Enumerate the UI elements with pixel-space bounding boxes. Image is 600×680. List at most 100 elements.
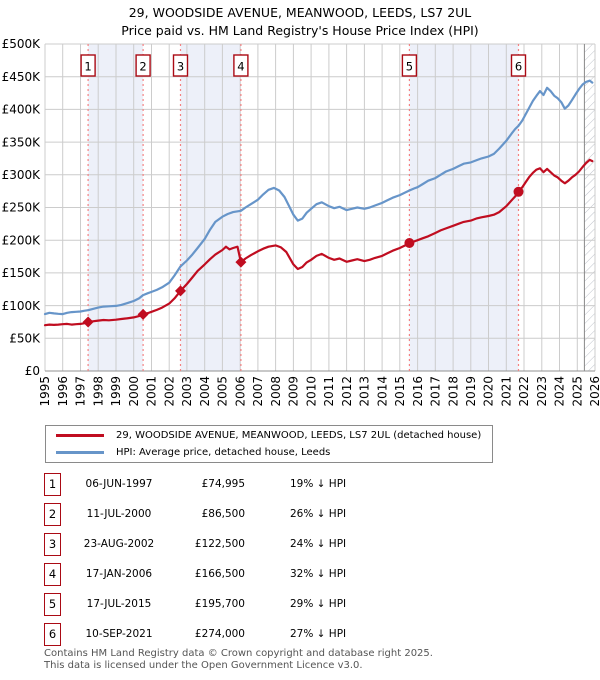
sale-number: 6 xyxy=(515,60,522,74)
footer-line2: This data is licensed under the Open Gov… xyxy=(44,659,363,671)
legend-item: HPI: Average price, detached house, Leed… xyxy=(46,446,492,460)
x-tick-label: 2019 xyxy=(464,376,478,407)
page-title: 29, WOODSIDE AVENUE, MEANWOOD, LEEDS, LS… xyxy=(128,5,472,20)
y-tick-label: £0 xyxy=(25,364,40,378)
legend-label: 29, WOODSIDE AVENUE, MEANWOOD, LEEDS, LS… xyxy=(116,430,482,441)
chart-legend: 29, WOODSIDE AVENUE, MEANWOOD, LEEDS, LS… xyxy=(45,425,493,463)
x-tick-label: 2025 xyxy=(571,376,585,407)
price-line xyxy=(43,158,594,327)
x-tick-label: 1996 xyxy=(56,376,70,407)
sale-marker xyxy=(235,256,247,268)
y-tick-label: £100K xyxy=(2,299,42,313)
sale-price: £274,000 xyxy=(194,628,245,640)
y-tick-label: £250K xyxy=(2,201,42,215)
table-row: 4 17-JAN-2006 £166,500 32% ↓ HPI xyxy=(0,559,600,589)
y-tick-label: £350K xyxy=(2,135,42,149)
x-tick-label: 2002 xyxy=(162,376,176,407)
y-tick-label: £50K xyxy=(9,332,41,346)
sale-price: £74,995 xyxy=(201,478,245,490)
row-number-badge: 2 xyxy=(44,502,61,526)
row-number-badge: 5 xyxy=(44,592,61,616)
sale-marker xyxy=(82,316,94,328)
x-tick-label: 2000 xyxy=(127,376,141,407)
x-tick-label: 2013 xyxy=(358,376,372,407)
x-tick-label: 2011 xyxy=(322,376,336,407)
sale-number-box xyxy=(510,54,527,77)
sale-marker xyxy=(404,238,415,248)
y-tick-label: £500K xyxy=(2,37,42,51)
price-chart: 1 2 3 4 5 6 £0 £50K £100K £150K £200K £250K £300K £35… xyxy=(2,37,600,407)
x-tick-label: 1995 xyxy=(38,376,52,407)
sale-number: 5 xyxy=(406,60,413,74)
y-tick-label: £300K xyxy=(2,168,42,182)
hpi-line xyxy=(43,79,594,316)
x-tick-label: 2026 xyxy=(588,376,600,407)
row-number-badge: 6 xyxy=(44,622,61,646)
y-tick-label: £150K xyxy=(2,266,42,280)
sale-vs-hpi: 29% ↓ HPI xyxy=(290,598,347,610)
x-tick-label: 2020 xyxy=(482,376,496,407)
sale-number: 3 xyxy=(177,60,184,74)
x-tick-label: 2010 xyxy=(304,376,318,407)
sale-number: 1 xyxy=(84,60,91,74)
sale-number-box xyxy=(401,54,418,77)
y-tick-label: £200K xyxy=(2,233,42,247)
sale-price: £122,500 xyxy=(194,538,245,550)
sale-number: 4 xyxy=(237,60,244,74)
sale-date: 10-SEP-2021 xyxy=(85,628,153,640)
legend-label: HPI: Average price, detached house, Leed… xyxy=(116,447,331,458)
sale-date: 17-JUL-2015 xyxy=(86,598,152,610)
x-tick-label: 2024 xyxy=(553,376,567,407)
sale-price: £195,700 xyxy=(194,598,245,610)
x-tick-label: 2022 xyxy=(517,376,531,407)
x-tick-label: 2003 xyxy=(180,376,194,407)
sale-vs-hpi: 24% ↓ HPI xyxy=(290,538,347,550)
sale-date: 11-JUL-2000 xyxy=(86,508,152,520)
sale-vs-hpi: 19% ↓ HPI xyxy=(290,478,347,490)
sale-marker xyxy=(137,308,149,320)
sale-price: £86,500 xyxy=(201,508,245,520)
x-tick-label: 2021 xyxy=(500,376,514,407)
x-tick-label: 2008 xyxy=(269,376,283,407)
x-tick-label: 2004 xyxy=(198,376,212,407)
x-tick-label: 2001 xyxy=(145,376,159,407)
sale-price: £166,500 xyxy=(194,568,245,580)
sale-marker xyxy=(175,285,186,297)
x-tick-label: 2018 xyxy=(446,376,460,407)
row-number-badge: 1 xyxy=(44,472,61,496)
x-tick-label: 2014 xyxy=(375,376,389,407)
x-tick-label: 2005 xyxy=(216,376,230,407)
y-tick-label: £400K xyxy=(2,103,42,117)
x-tick-label: 2006 xyxy=(233,376,247,407)
sale-number-box xyxy=(233,54,249,77)
x-tick-label: 2015 xyxy=(393,376,407,407)
table-row: 1 06-JUN-1997 £74,995 19% ↓ HPI xyxy=(0,469,600,499)
x-tick-label: 2009 xyxy=(287,376,301,407)
table-row: 6 10-SEP-2021 £274,000 27% ↓ HPI xyxy=(0,619,600,649)
y-tick-label: £450K xyxy=(2,70,42,84)
x-tick-label: 2016 xyxy=(411,376,425,407)
sale-marker xyxy=(513,186,524,197)
legend-line-swatch xyxy=(56,451,104,454)
page-subtitle: Price paid vs. HM Land Registry's House … xyxy=(121,23,479,38)
sale-vs-hpi: 27% ↓ HPI xyxy=(290,628,347,640)
footer-line1: Contains HM Land Registry data © Crown c… xyxy=(44,648,433,659)
legend-line-swatch xyxy=(56,434,104,437)
row-number-badge: 4 xyxy=(44,562,61,586)
table-row: 5 17-JUL-2015 £195,700 29% ↓ HPI xyxy=(0,589,600,619)
sale-vs-hpi: 32% ↓ HPI xyxy=(290,568,347,580)
sale-vs-hpi: 26% ↓ HPI xyxy=(290,508,347,520)
sale-number-box xyxy=(80,54,96,77)
x-tick-label: 1998 xyxy=(91,376,105,407)
table-row: 3 23-AUG-2002 £122,500 24% ↓ HPI xyxy=(0,529,600,559)
x-tick-label: 2017 xyxy=(429,376,443,407)
x-tick-label: 2023 xyxy=(535,376,549,407)
x-tick-label: 2007 xyxy=(251,376,265,407)
sale-date: 17-JAN-2006 xyxy=(85,568,153,580)
footer: Contains HM Land Registry data © Crown c… xyxy=(44,648,433,671)
sale-date: 06-JUN-1997 xyxy=(85,478,153,490)
table-row: 2 11-JUL-2000 £86,500 26% ↓ HPI xyxy=(0,499,600,529)
sale-number-box xyxy=(135,54,151,77)
row-number-badge: 3 xyxy=(44,532,61,556)
